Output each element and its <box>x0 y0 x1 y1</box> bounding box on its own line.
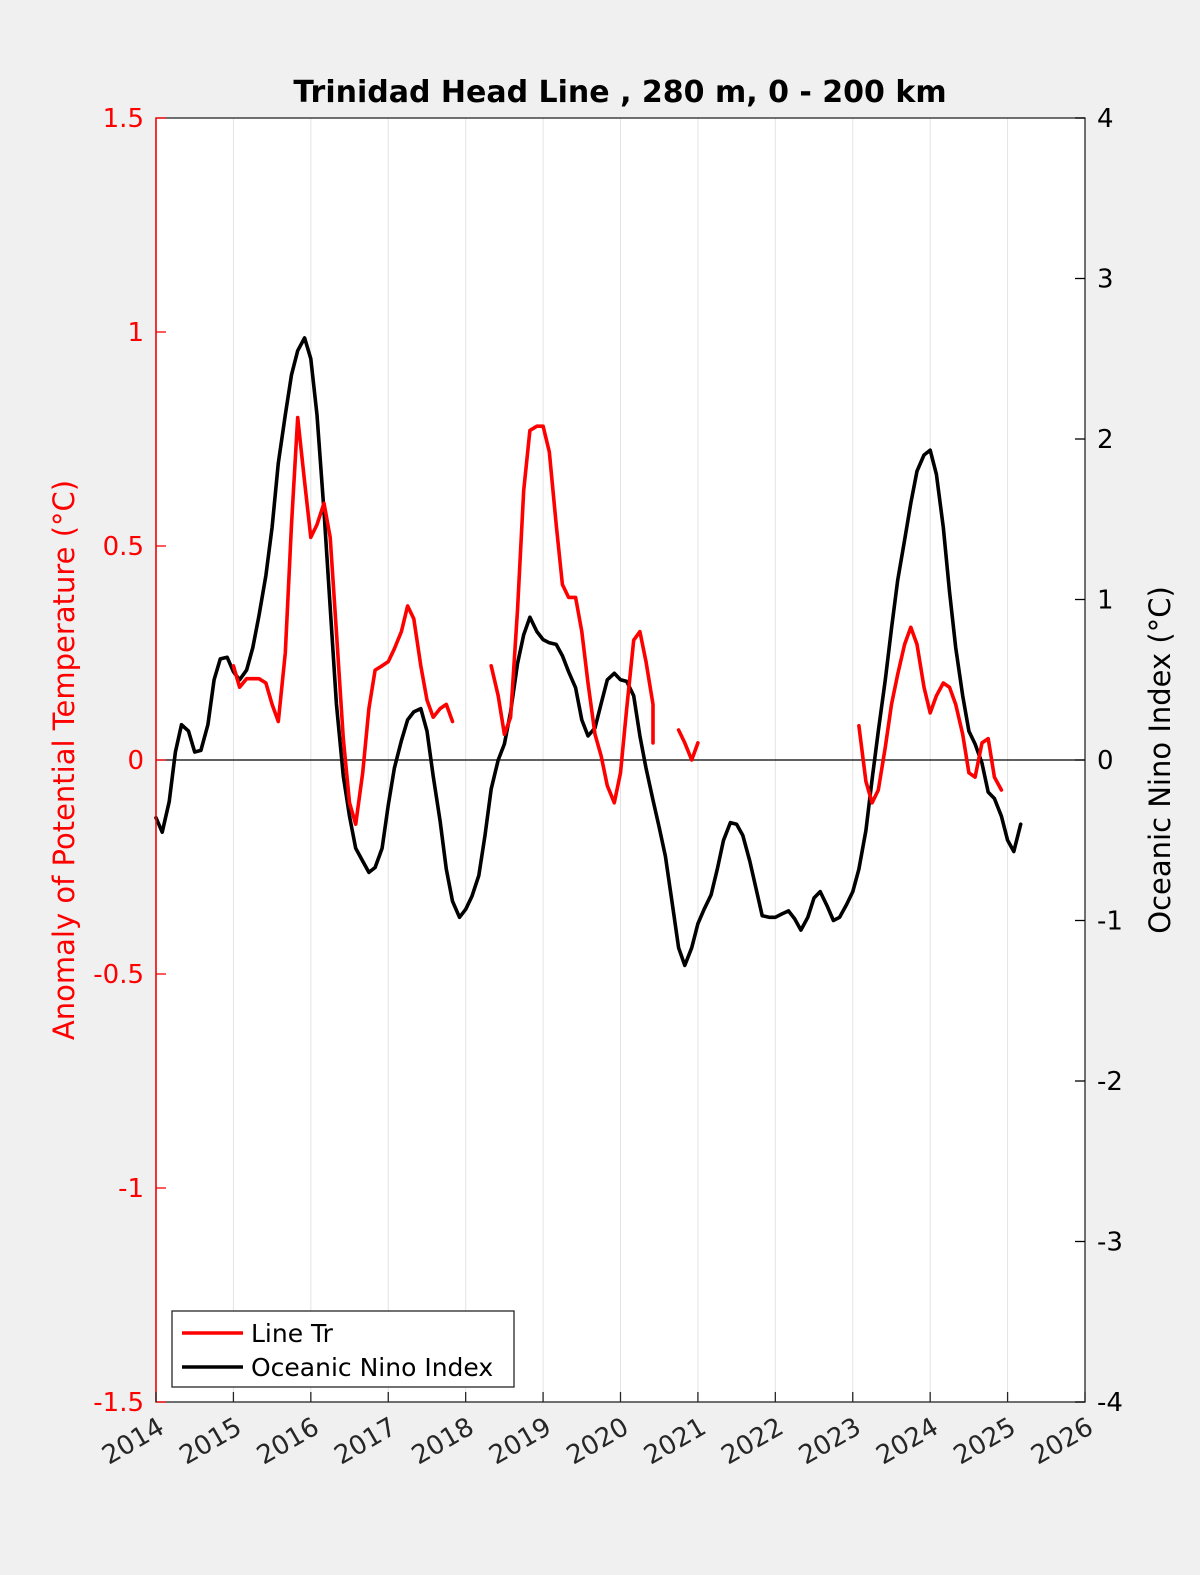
series-layer <box>154 336 1023 968</box>
series-line-tr-segment-0 <box>231 415 455 826</box>
series-oni-segment-0 <box>154 336 1023 968</box>
right-axis-label: Oceanic Nino Index (°C) <box>1143 586 1177 934</box>
left-tick-label-1: 1 <box>127 318 144 348</box>
legend-box <box>171 1310 515 1388</box>
right-tick-label--4: -4 <box>1097 1388 1123 1418</box>
left-tick-label--1: -1 <box>118 1174 144 1204</box>
right-tick-label-0: 0 <box>1097 746 1114 776</box>
legend-label-oni: Oceanic Nino Index <box>251 1353 493 1382</box>
right-axis: -4 -3 -2 -1 0 1 2 3 4 <box>1075 104 1123 1418</box>
left-axis: -1.5 -1 -0.5 0 0.5 1 1.5 <box>93 104 166 1418</box>
right-tick-label-3: 3 <box>1097 265 1114 295</box>
series-line-tr-segment-2 <box>676 728 700 762</box>
left-tick-label--0.5: -0.5 <box>93 960 144 990</box>
left-tick-label--1.5: -1.5 <box>93 1388 144 1418</box>
left-axis-label: Anomaly of Potential Temperature (°C) <box>47 480 81 1040</box>
legend-label-line-tr: Line Tr <box>251 1319 334 1348</box>
right-tick-label-4: 4 <box>1097 104 1114 134</box>
left-tick-label-0: 0 <box>127 746 144 776</box>
series-line-tr-segment-3 <box>857 625 1004 805</box>
right-tick-label--2: -2 <box>1097 1067 1123 1097</box>
left-tick-label-1.5: 1.5 <box>103 104 144 134</box>
right-tick-label--3: -3 <box>1097 1228 1123 1258</box>
right-tick-label-1: 1 <box>1097 586 1114 616</box>
chart-title: Trinidad Head Line , 280 m, 0 - 200 km <box>293 75 946 110</box>
left-tick-label-0.5: 0.5 <box>103 532 144 562</box>
right-tick-label--1: -1 <box>1097 907 1123 937</box>
legend: Line Tr Oceanic Nino Index <box>171 1310 515 1388</box>
series-line-tr-segment-1 <box>489 424 655 805</box>
right-tick-label-2: 2 <box>1097 425 1114 455</box>
